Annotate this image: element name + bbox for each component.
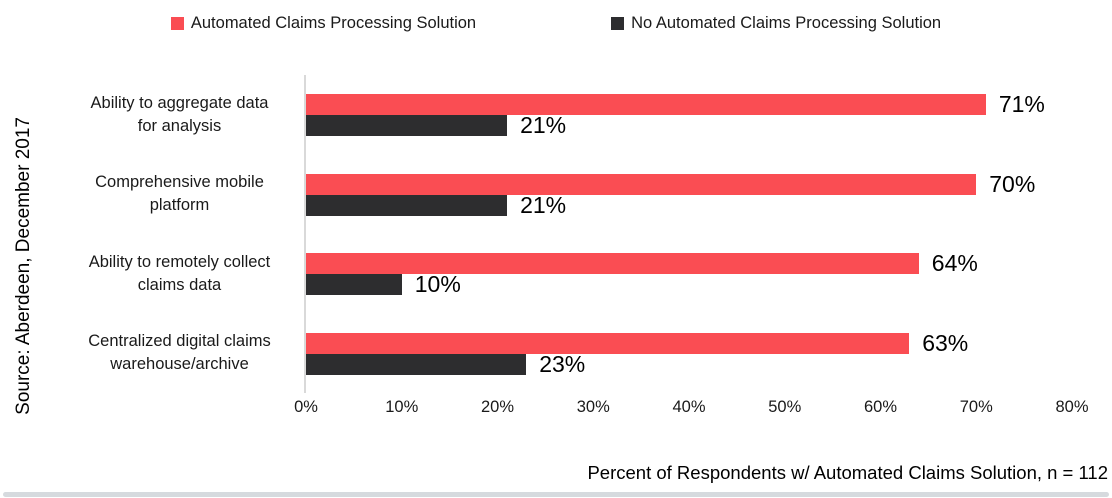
- legend: Automated Claims Processing Solution No A…: [0, 14, 1112, 33]
- bar-row: Ability to remotely collect claims data 64…: [55, 234, 1072, 314]
- bottom-scrollbar: [3, 492, 1109, 497]
- legend-item: No Automated Claims Processing Solution: [611, 14, 941, 33]
- bar-line: 10%: [306, 271, 1072, 297]
- x-tick-label: 30%: [576, 398, 610, 416]
- bar-no-automated: [306, 115, 508, 136]
- legend-swatch-icon: [170, 17, 184, 30]
- bar-value-label: 63%: [922, 329, 969, 356]
- bar-row: Comprehensive mobile platform 70% 21%: [55, 154, 1072, 234]
- bar-automated: [306, 332, 910, 354]
- bar-row: Ability to aggregate data for analysis 71%…: [55, 75, 1072, 155]
- category-label: Comprehensive mobile platform: [95, 173, 264, 215]
- bar-value-label: 64%: [931, 250, 978, 276]
- x-tick-label: 20%: [480, 398, 515, 416]
- bar-line: 64%: [306, 250, 1072, 276]
- x-tick-label: 40%: [672, 398, 706, 416]
- bar-line: 21%: [306, 112, 1072, 138]
- bar-group: 63% 23%: [304, 313, 1072, 393]
- bar-value-label: 70%: [989, 170, 1036, 197]
- source-label: Source: Aberdeen, December 2017: [13, 117, 34, 415]
- x-tick-label: 0%: [294, 398, 318, 416]
- bar-line: 21%: [306, 191, 1072, 218]
- bar-group: 64% 10%: [304, 234, 1072, 314]
- x-tick-label: 50%: [768, 398, 802, 416]
- bar-line: 71%: [306, 91, 1072, 117]
- legend-item: Automated Claims Processing Solution: [170, 14, 477, 33]
- bar-value-label: 21%: [520, 112, 567, 138]
- bar-automated: [306, 253, 919, 274]
- legend-item-label: No Automated Claims Processing Solution: [631, 14, 942, 32]
- x-axis-title: Percent of Respondents w/ Automated Clai…: [587, 462, 1108, 483]
- bar-value-label: 10%: [414, 271, 461, 297]
- bar-automated: [306, 173, 977, 195]
- x-tick-label: 80%: [1055, 398, 1089, 416]
- bar-line: 63%: [306, 329, 1072, 356]
- bar-value-label: 23%: [539, 350, 586, 377]
- bar-value-label: 71%: [998, 91, 1045, 117]
- x-tick-label: 70%: [959, 398, 993, 416]
- x-tick-label: 60%: [863, 398, 898, 416]
- plot-area: Ability to aggregate data for analysis 71%…: [55, 75, 1072, 393]
- bar-group: 71% 21%: [304, 75, 1072, 155]
- bar-row: Centralized digital claims warehouse/arch…: [55, 313, 1072, 393]
- legend-swatch-icon: [611, 17, 625, 30]
- bar-group: 70% 21%: [304, 154, 1072, 234]
- bar-automated: [306, 94, 986, 115]
- x-axis-ticks: 0% 10% 20% 30% 40% 50% 60% 70% 80%: [294, 398, 1088, 424]
- x-tick-label: 10%: [385, 398, 419, 416]
- category-label: Ability to remotely collect claims data: [88, 252, 271, 294]
- legend-item-label: Automated Claims Processing Solution: [190, 14, 477, 32]
- category-label: Centralized digital claims warehouse/arch…: [88, 332, 271, 374]
- bar-line: 23%: [306, 350, 1072, 377]
- bar-no-automated: [306, 274, 402, 295]
- bar-line: 70%: [306, 170, 1072, 197]
- bar-no-automated: [306, 194, 508, 216]
- category-label: Ability to aggregate data for analysis: [90, 93, 269, 135]
- bar-value-label: 21%: [520, 191, 567, 218]
- bar-no-automated: [306, 353, 527, 375]
- source-label-container: Source: Aberdeen, December 2017: [4, 70, 44, 462]
